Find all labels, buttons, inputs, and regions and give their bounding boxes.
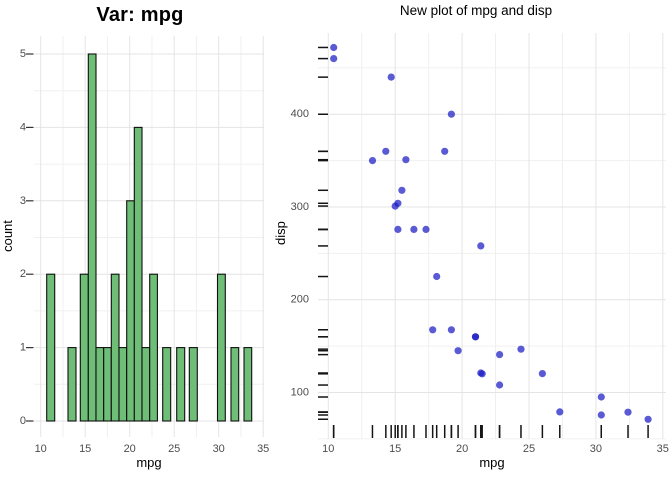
svg-text:400: 400 [291, 108, 309, 120]
rug-marks [318, 46, 649, 438]
svg-text:0: 0 [20, 415, 26, 427]
svg-text:15: 15 [389, 443, 401, 455]
tick-labels: 10 15 20 25 30 35 100 200 300 400 [291, 108, 669, 455]
svg-text:5: 5 [20, 48, 26, 60]
scatter-points [330, 43, 652, 423]
svg-text:20: 20 [124, 443, 136, 455]
svg-text:4: 4 [20, 121, 26, 133]
svg-text:10: 10 [35, 443, 47, 455]
scatter-plot: New plot of mpg and disp 10 15 20 25 30 35 100… [273, 0, 672, 480]
svg-text:1: 1 [20, 342, 26, 354]
histogram-x-axis-title: mpg [136, 455, 162, 470]
svg-text:25: 25 [523, 443, 535, 455]
svg-text:10: 10 [322, 443, 334, 455]
svg-text:15: 15 [79, 443, 91, 455]
gridlines [318, 33, 666, 440]
scatter-x-axis-title: mpg [479, 455, 505, 470]
svg-text:300: 300 [291, 201, 309, 213]
scatter-canvas: 10 15 20 25 30 35 100 200 300 400 [291, 33, 669, 455]
svg-text:3: 3 [20, 195, 26, 207]
histogram-bars [46, 53, 253, 422]
svg-text:200: 200 [291, 294, 309, 306]
scatter-y-axis-title: disp [273, 221, 288, 245]
y-axis-ticks [26, 53, 34, 422]
svg-text:2: 2 [20, 268, 26, 280]
histogram-plot: Var: mpg 10 15 20 25 30 35 0 1 2 3 4 5 mpg count [0, 0, 280, 480]
histogram-canvas: 10 15 20 25 30 35 0 1 2 3 4 5 [20, 36, 269, 455]
svg-text:20: 20 [456, 443, 468, 455]
histogram-y-axis-title: count [0, 220, 15, 252]
svg-text:30: 30 [590, 443, 602, 455]
svg-text:30: 30 [213, 443, 225, 455]
tick-labels: 10 15 20 25 30 35 0 1 2 3 4 5 [20, 48, 269, 455]
svg-text:100: 100 [291, 386, 309, 398]
scatter-title: New plot of mpg and disp [399, 3, 553, 18]
svg-text:35: 35 [257, 443, 269, 455]
svg-text:35: 35 [657, 443, 669, 455]
histogram-title: Var: mpg [96, 4, 184, 26]
svg-text:25: 25 [168, 443, 180, 455]
